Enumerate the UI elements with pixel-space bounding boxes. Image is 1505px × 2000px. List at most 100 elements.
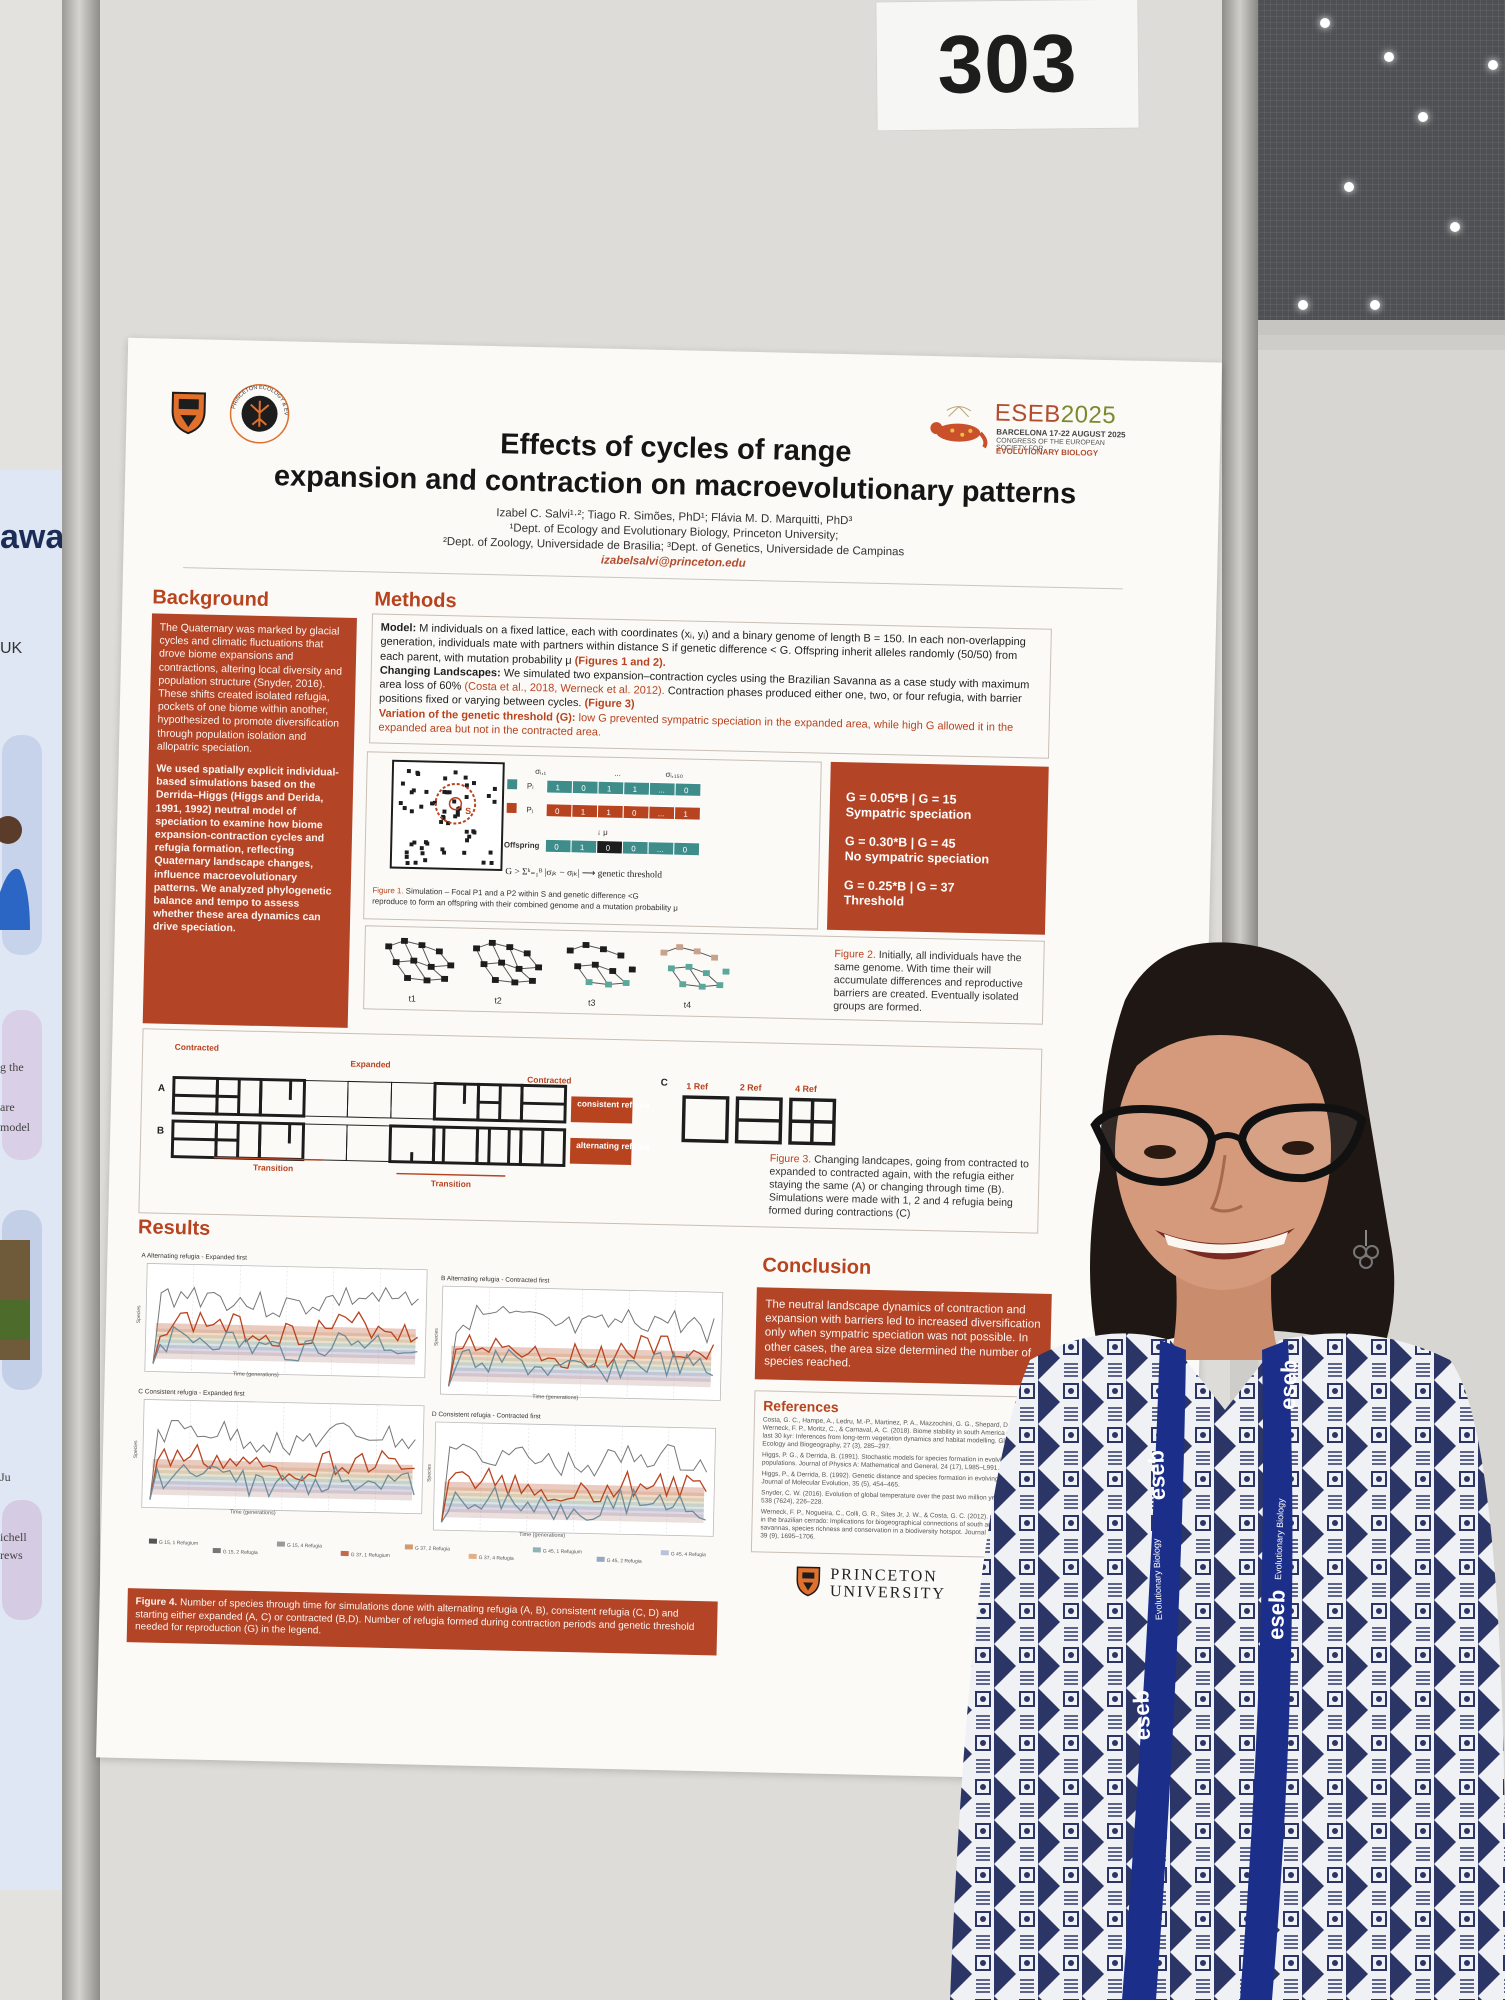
x-axis-label: Time (generations) bbox=[519, 1532, 565, 1539]
individual-dot bbox=[489, 860, 494, 865]
species-line bbox=[440, 1466, 707, 1523]
network-edge bbox=[403, 940, 414, 961]
species-line bbox=[149, 1463, 415, 1500]
legend-label: G 15, 4 Refugia bbox=[287, 1543, 322, 1550]
network-node bbox=[535, 964, 543, 971]
network-node bbox=[385, 943, 393, 950]
species-line bbox=[440, 1485, 706, 1523]
landscape-label: Changing Landscapes: bbox=[379, 664, 501, 680]
neighbor-text: are bbox=[0, 1100, 15, 1114]
princeton-university-wordmark: PRINCETON UNIVERSITY bbox=[830, 1566, 947, 1603]
series-band bbox=[152, 1475, 413, 1490]
individual-dot bbox=[471, 781, 477, 786]
panel-title: D Consistent refugia - Contracted first bbox=[432, 1411, 541, 1420]
lanyard-brand: eseb bbox=[1275, 1359, 1302, 1410]
series-band bbox=[451, 1345, 712, 1361]
panel-title: B Alternating refugia - Contracted first bbox=[441, 1275, 550, 1284]
model-ref: (Figures 1 and 2). bbox=[574, 654, 666, 669]
genome-bit: 0 bbox=[632, 809, 637, 818]
genome-cell bbox=[673, 841, 701, 857]
legend-swatch bbox=[340, 1550, 349, 1557]
legend-label: G 37, 1 Refugium bbox=[351, 1552, 390, 1559]
genome-bit: 1 bbox=[580, 843, 585, 852]
landscape-frame bbox=[170, 1119, 219, 1160]
figure-1-caption: Figure 1. Simulation – Focal P1 and a P2… bbox=[372, 886, 678, 913]
landscape-frame bbox=[475, 1126, 523, 1167]
landscape-frame bbox=[346, 1080, 393, 1119]
threshold-formula: G > Σᵏ₌₁ᴮ |σᵢₖ − σⱼₖ| ⟶ genetic threshol… bbox=[505, 867, 662, 881]
neighbor-purple-card bbox=[2, 1500, 42, 1620]
offspring-genome: 0 1 0 0... 0 bbox=[544, 838, 701, 857]
face bbox=[1115, 1010, 1331, 1290]
individual-dot bbox=[463, 775, 468, 780]
g-value-threshold: G = 0.25*B | G = 37 Threshold bbox=[843, 878, 1030, 912]
legend-swatch bbox=[404, 1544, 413, 1550]
neighbor-purple-card bbox=[2, 1010, 42, 1160]
figure-3-caption-label: Figure 3. bbox=[769, 1152, 812, 1166]
model-text: M individuals on a fixed lattice, each w… bbox=[379, 622, 1026, 667]
species-line bbox=[149, 1419, 416, 1500]
series-band bbox=[152, 1486, 413, 1501]
genome-bit: 0 bbox=[554, 842, 559, 851]
ceiling-light bbox=[1418, 112, 1428, 122]
lanyard-subtitle: Evolutionary Biology bbox=[1151, 1538, 1164, 1620]
individual-dot bbox=[492, 786, 497, 791]
refugia-configurations bbox=[681, 1095, 837, 1146]
network-node bbox=[400, 937, 408, 944]
series-band bbox=[451, 1356, 712, 1372]
g-value: G = 0.25*B | G = 37 bbox=[843, 878, 955, 895]
individual-dot bbox=[404, 850, 409, 855]
alternating-refugia-tag bbox=[569, 1137, 632, 1166]
contracted-label-2: Contracted bbox=[527, 1075, 572, 1086]
figure-4-caption: Figure 4. Number of species through time… bbox=[126, 1588, 718, 1655]
network-node bbox=[693, 948, 701, 955]
legend-swatch bbox=[468, 1553, 477, 1559]
landscape-frame bbox=[215, 1076, 263, 1117]
series-band bbox=[443, 1508, 704, 1524]
g-label: Threshold bbox=[843, 893, 905, 909]
ceiling-light bbox=[1344, 182, 1354, 192]
ceiling-light bbox=[1450, 222, 1460, 232]
pj-label: Pⱼ bbox=[526, 805, 533, 814]
g-label: No sympatric speciation bbox=[844, 849, 990, 867]
genome-bit: ... bbox=[658, 809, 665, 818]
species-line bbox=[448, 1304, 715, 1387]
grid-line bbox=[572, 1425, 576, 1534]
hair-fringe bbox=[1115, 979, 1335, 1090]
legend-swatch bbox=[596, 1556, 605, 1562]
network-edge bbox=[421, 944, 432, 968]
neighbor-title: aware bbox=[0, 518, 66, 556]
network-edge bbox=[500, 962, 515, 983]
network-edge bbox=[688, 966, 703, 987]
series-band bbox=[443, 1497, 704, 1513]
individual-dot bbox=[488, 850, 493, 855]
individual-dot bbox=[453, 770, 458, 775]
transition-bracket bbox=[213, 1156, 323, 1161]
genome-bit: 0 bbox=[683, 845, 688, 854]
network-node bbox=[488, 939, 496, 946]
princeton-line-2: UNIVERSITY bbox=[829, 1583, 947, 1603]
panel-title: C Consistent refugia - Expanded first bbox=[138, 1388, 245, 1397]
g-value-no-sympatric: G = 0.30*B | G = 45 No sympatric speciati… bbox=[844, 834, 1031, 868]
neighbor-text: g the bbox=[0, 1060, 24, 1074]
y-axis-label: Species bbox=[426, 1464, 432, 1482]
network-node bbox=[491, 977, 499, 984]
grid-line bbox=[284, 1266, 288, 1375]
genome-bit: ... bbox=[658, 786, 665, 795]
legend-swatch bbox=[148, 1538, 158, 1544]
individual-dot bbox=[415, 770, 420, 775]
ref-label: 1 Ref bbox=[686, 1081, 708, 1091]
series-band bbox=[444, 1481, 705, 1497]
individual-dot bbox=[398, 800, 403, 806]
x-axis-label: Time (generations) bbox=[532, 1394, 578, 1401]
legend-label: G 45, 4 Refugia bbox=[671, 1551, 706, 1558]
eseb-wordmark: ESEB2025 bbox=[994, 399, 1116, 430]
network-node bbox=[605, 981, 613, 988]
results-heading: Results bbox=[137, 1216, 211, 1240]
transition-bracket bbox=[396, 1172, 506, 1177]
genome-bit: 1 bbox=[581, 807, 586, 816]
panel-title: A Alternating refugia - Expanded first bbox=[141, 1252, 247, 1261]
genome-bit: 1 bbox=[607, 784, 612, 793]
landscape-frame bbox=[519, 1083, 568, 1124]
princeton-shield-logo bbox=[171, 391, 207, 435]
